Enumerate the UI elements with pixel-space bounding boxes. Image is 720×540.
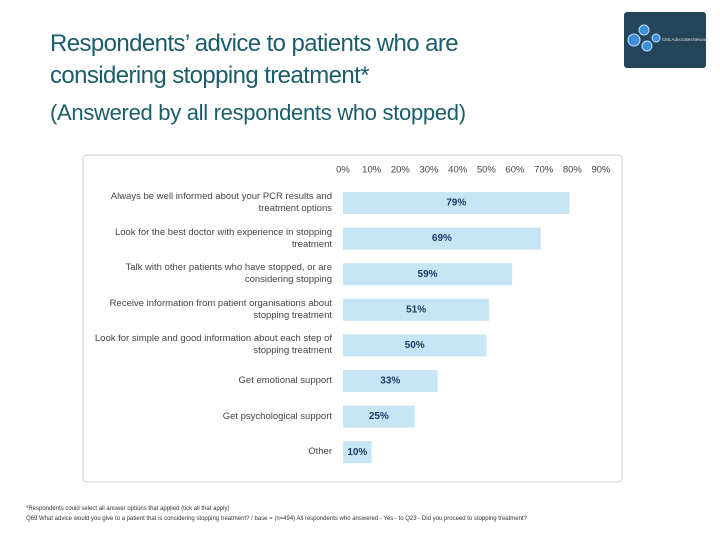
value-label: 33% bbox=[380, 376, 400, 387]
category-label: Always be well informed about your PCR r… bbox=[110, 191, 332, 214]
bar bbox=[343, 405, 415, 428]
subtitle: (Answered by all respondents who stopped… bbox=[50, 100, 466, 125]
title: Respondents’ advice to patients who are bbox=[50, 30, 459, 57]
value-label: 59% bbox=[418, 269, 438, 280]
category-label: Look for the best doctor with experience… bbox=[114, 226, 332, 250]
x-tick-label: 80% bbox=[563, 165, 583, 176]
bar bbox=[343, 334, 487, 357]
x-tick-label: 30% bbox=[419, 165, 439, 176]
bar bbox=[343, 441, 372, 464]
footnote: *Respondents could select all answer opt… bbox=[26, 506, 230, 512]
x-tick-label: 0% bbox=[336, 165, 350, 176]
footnote: Q69 What advice would you give to a pati… bbox=[26, 516, 527, 522]
value-label: 51% bbox=[406, 304, 426, 315]
logo-text: CMLAdvocatesNetwork bbox=[662, 37, 710, 42]
bar bbox=[343, 227, 541, 250]
category-label: Get emotional support bbox=[238, 375, 332, 386]
x-tick-label: 20% bbox=[391, 165, 411, 176]
x-tick-label: 90% bbox=[591, 165, 611, 176]
bar bbox=[343, 192, 570, 214]
value-label: 69% bbox=[432, 233, 452, 244]
value-label: 10% bbox=[347, 447, 367, 458]
value-label: 50% bbox=[405, 340, 425, 351]
bar bbox=[343, 263, 513, 286]
bar bbox=[343, 298, 490, 321]
category-label: Talk with other patients who have stoppe… bbox=[125, 262, 332, 286]
category-label: Get psychological support bbox=[222, 410, 332, 422]
x-tick-label: 40% bbox=[448, 165, 468, 176]
x-tick-label: 60% bbox=[505, 165, 525, 176]
value-label: 79% bbox=[446, 198, 466, 209]
category-label: Other bbox=[308, 446, 332, 458]
bar bbox=[343, 370, 438, 392]
category-label: Receive information from patient organis… bbox=[109, 297, 332, 321]
x-tick-label: 70% bbox=[534, 165, 554, 176]
value-label: 25% bbox=[369, 411, 389, 422]
x-tick-label: 50% bbox=[477, 165, 497, 176]
title: considering stopping treatment* bbox=[50, 62, 370, 89]
logo-circles bbox=[627, 24, 661, 52]
chart-frame bbox=[82, 154, 623, 483]
x-tick-label: 10% bbox=[362, 165, 382, 176]
category-label: Look for simple and good information abo… bbox=[94, 333, 332, 357]
